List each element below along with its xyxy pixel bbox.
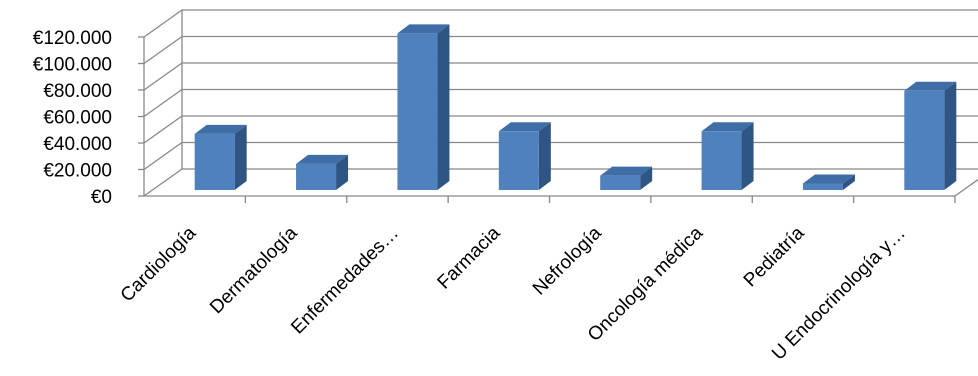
axes — [138, 10, 978, 203]
y-tick-label: €120.000 — [33, 28, 112, 49]
gridlines — [143, 9, 978, 197]
category-label: Enfermedades… — [287, 223, 403, 339]
category-label: Dermatología — [206, 222, 302, 318]
y-tick-label: €60.000 — [43, 108, 112, 129]
gridline — [143, 88, 978, 118]
bar — [600, 166, 653, 190]
y-tick-label: €20.000 — [43, 161, 112, 182]
bar — [397, 24, 450, 191]
bar — [194, 124, 247, 190]
gridline — [143, 9, 978, 38]
bar — [296, 154, 349, 190]
category-label: Farmacia — [434, 222, 505, 293]
y-tick-label: €80.000 — [43, 81, 112, 102]
y-tick-label: €0 — [91, 187, 112, 208]
y-tick-label: €100.000 — [33, 55, 112, 76]
category-label: Nefrología — [529, 222, 606, 299]
category-label: Pediatría — [740, 222, 809, 291]
y-tick-labels: €0 €20.000 €40.000 €60.000 €80.000 €100.000 €1… — [33, 28, 112, 208]
y-tick-label: €40.000 — [43, 134, 112, 155]
gridline — [143, 141, 978, 171]
bars — [194, 24, 957, 191]
bar — [904, 81, 957, 190]
gridline — [143, 35, 978, 65]
bar — [498, 122, 551, 190]
gridline — [143, 115, 978, 144]
bar — [802, 174, 855, 190]
bar — [701, 122, 754, 190]
category-label: Cardiología — [117, 222, 201, 306]
category-label: Oncología médica — [584, 222, 707, 345]
gridline — [143, 62, 978, 91]
